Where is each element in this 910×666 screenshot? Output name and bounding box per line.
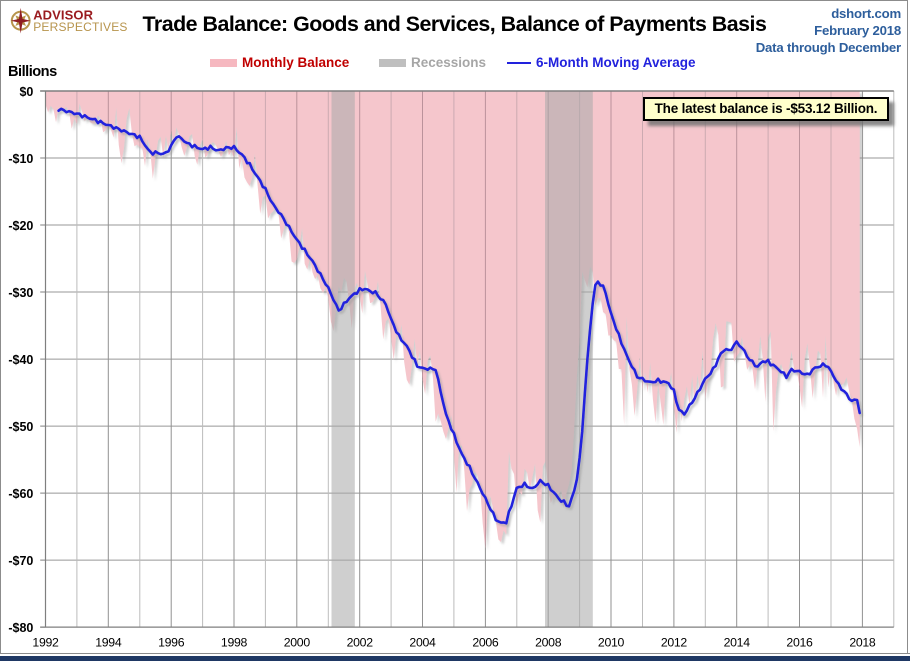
svg-text:2006: 2006 [472,636,499,650]
svg-text:-$10: -$10 [8,152,33,166]
svg-text:2004: 2004 [409,636,436,650]
svg-text:-$60: -$60 [8,487,33,501]
svg-text:1998: 1998 [221,636,248,650]
svg-text:2010: 2010 [598,636,625,650]
svg-text:-$20: -$20 [8,219,33,233]
svg-text:2008: 2008 [535,636,562,650]
svg-text:2018: 2018 [849,636,876,650]
svg-text:$0: $0 [19,85,33,99]
svg-text:2002: 2002 [347,636,374,650]
svg-text:-$80: -$80 [8,621,33,635]
svg-text:PERSPECTIVES: PERSPECTIVES [33,20,127,34]
svg-text:1992: 1992 [32,636,59,650]
svg-text:-$40: -$40 [8,353,33,367]
svg-text:2016: 2016 [786,636,813,650]
svg-text:ADVISOR: ADVISOR [33,8,93,23]
svg-text:2012: 2012 [661,636,688,650]
svg-text:1994: 1994 [95,636,122,650]
svg-text:-$50: -$50 [8,420,33,434]
svg-text:2014: 2014 [724,636,751,650]
svg-text:2000: 2000 [284,636,311,650]
svg-text:-$70: -$70 [8,554,33,568]
svg-text:1996: 1996 [158,636,185,650]
svg-text:-$30: -$30 [8,286,33,300]
